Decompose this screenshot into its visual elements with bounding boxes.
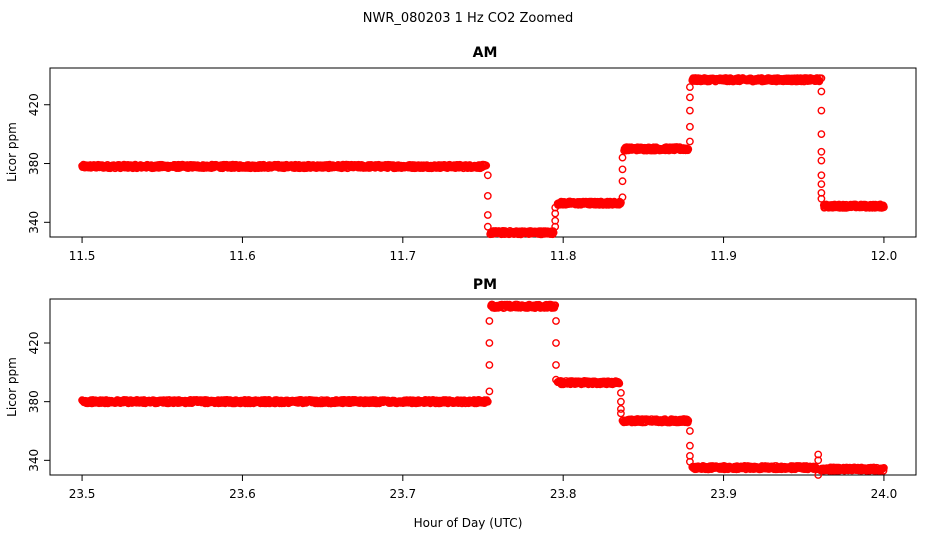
am-data-point	[618, 153, 627, 162]
am-data-point	[686, 83, 694, 92]
am-data-point	[684, 145, 693, 154]
pm-data-point	[551, 301, 560, 310]
am-data-point	[483, 222, 492, 231]
pm-x-tick-label: 23.9	[710, 487, 737, 501]
am-panel-title: AM	[473, 45, 498, 61]
pm-data-point	[485, 317, 494, 325]
am-data-point	[483, 211, 492, 219]
pm-data-point	[485, 361, 494, 369]
pm-data-point	[617, 397, 625, 406]
am-data-point	[817, 130, 826, 139]
pm-data-point	[686, 457, 694, 466]
am-x-axis: 11.5 11.6 11.7 11.8 11.9 12.0	[69, 237, 898, 263]
pm-y-tick-label: 380	[27, 390, 41, 413]
am-data-point	[817, 171, 826, 180]
pm-y-axis: 340 380 420	[27, 332, 50, 472]
pm-data-point	[552, 361, 560, 369]
am-y-axis-label: Licor ppm	[5, 122, 19, 182]
pm-points	[78, 300, 888, 479]
pm-data-point	[485, 339, 494, 347]
am-data-point	[817, 180, 826, 189]
pm-panel-title: PM	[473, 277, 497, 293]
pm-y-tick-label: 340	[27, 449, 41, 472]
pm-data-point	[686, 441, 694, 450]
am-data-point	[686, 106, 694, 115]
pm-data-point	[552, 317, 560, 325]
pm-x-tick-label: 23.7	[389, 487, 416, 501]
pm-x-axis: 23.5 23.6 23.7 23.8 23.9 24.0	[69, 475, 898, 501]
am-data-point	[686, 137, 694, 146]
pm-data-point	[617, 409, 625, 418]
am-data-point	[817, 74, 826, 83]
pm-data-point	[686, 427, 694, 435]
am-x-tick-label: 11.7	[389, 249, 416, 263]
am-data-point	[817, 194, 826, 203]
x-axis-title: Hour of Day (UTC)	[414, 516, 523, 530]
pm-data-point	[880, 463, 888, 472]
figure-title: NWR_080203 1 Hz CO2 Zoomed	[363, 11, 573, 26]
am-y-tick-label: 340	[27, 211, 41, 234]
pm-x-tick-label: 24.0	[871, 487, 898, 501]
pm-data-point	[552, 339, 560, 347]
am-data-point	[686, 122, 694, 131]
pm-data-point	[617, 405, 625, 413]
pm-data-point	[814, 471, 823, 479]
am-data-point	[817, 147, 826, 156]
pm-data-point	[879, 466, 888, 475]
am-data-point	[618, 177, 627, 186]
pm-x-tick-label: 23.5	[69, 487, 96, 501]
am-points	[78, 74, 888, 239]
am-y-tick-label: 380	[27, 152, 41, 175]
am-data-point	[483, 191, 492, 200]
am-data-point	[483, 171, 492, 180]
pm-data-point	[552, 375, 560, 384]
pm-x-tick-label: 23.6	[229, 487, 256, 501]
am-data-point	[686, 93, 694, 102]
am-data-point	[482, 161, 491, 170]
pm-panel: PM 340 380 420 23.5 23.6 23.7 23.8 23.9 24.0 Li…	[5, 277, 917, 501]
pm-data-point	[683, 415, 692, 424]
pm-data-point	[615, 379, 624, 388]
am-data-point	[880, 203, 888, 212]
pm-data-point	[485, 387, 494, 396]
am-data-point	[618, 193, 627, 202]
pm-plot-frame	[49, 298, 917, 476]
pm-data-point	[684, 416, 693, 425]
pm-data-point	[617, 388, 625, 397]
am-x-tick-label: 11.5	[69, 249, 96, 263]
am-x-tick-label: 11.8	[550, 249, 577, 263]
am-data-point	[618, 165, 627, 174]
am-data-point	[551, 203, 560, 212]
pm-data-point	[814, 450, 823, 459]
am-x-tick-label: 11.6	[229, 249, 256, 263]
am-data-point	[817, 156, 826, 165]
am-data-point	[551, 216, 560, 225]
pm-x-tick-label: 23.8	[550, 487, 577, 501]
am-x-tick-label: 11.9	[710, 249, 737, 263]
am-y-tick-label: 420	[27, 93, 41, 116]
am-data-point	[817, 87, 826, 96]
am-data-point	[817, 106, 826, 115]
am-plot-frame	[49, 67, 917, 238]
am-panel: AM 340 380 420 11.5 11.6 11.7 11.8 11.9 12.0 Li…	[5, 45, 917, 263]
am-x-tick-label: 12.0	[871, 249, 898, 263]
pm-y-axis-label: Licor ppm	[5, 357, 19, 417]
pm-y-tick-label: 420	[27, 332, 41, 355]
pm-data-point	[483, 397, 492, 406]
am-y-axis: 340 380 420	[27, 93, 50, 234]
